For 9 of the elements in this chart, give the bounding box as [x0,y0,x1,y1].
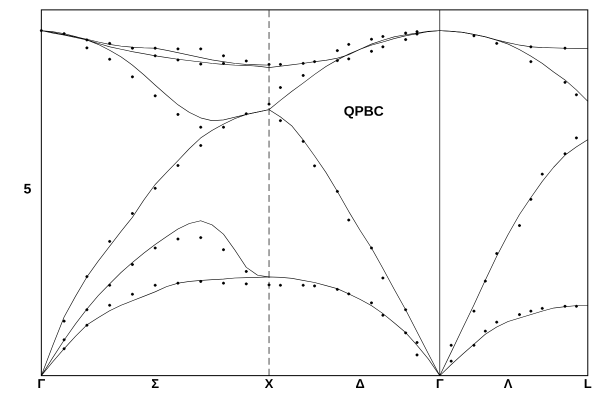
x-tick-label: L [584,378,592,388]
annotation: QPBC [344,106,384,118]
text: 5 [24,184,31,194]
x-tick-label: X [264,378,274,388]
x-tick-label: Λ [504,378,512,388]
x-tick-label: Δ [356,378,364,388]
x-tick-label: Γ [38,378,45,388]
x-tick-label: Σ [152,378,159,388]
x-tick-label: Γ [436,378,444,388]
